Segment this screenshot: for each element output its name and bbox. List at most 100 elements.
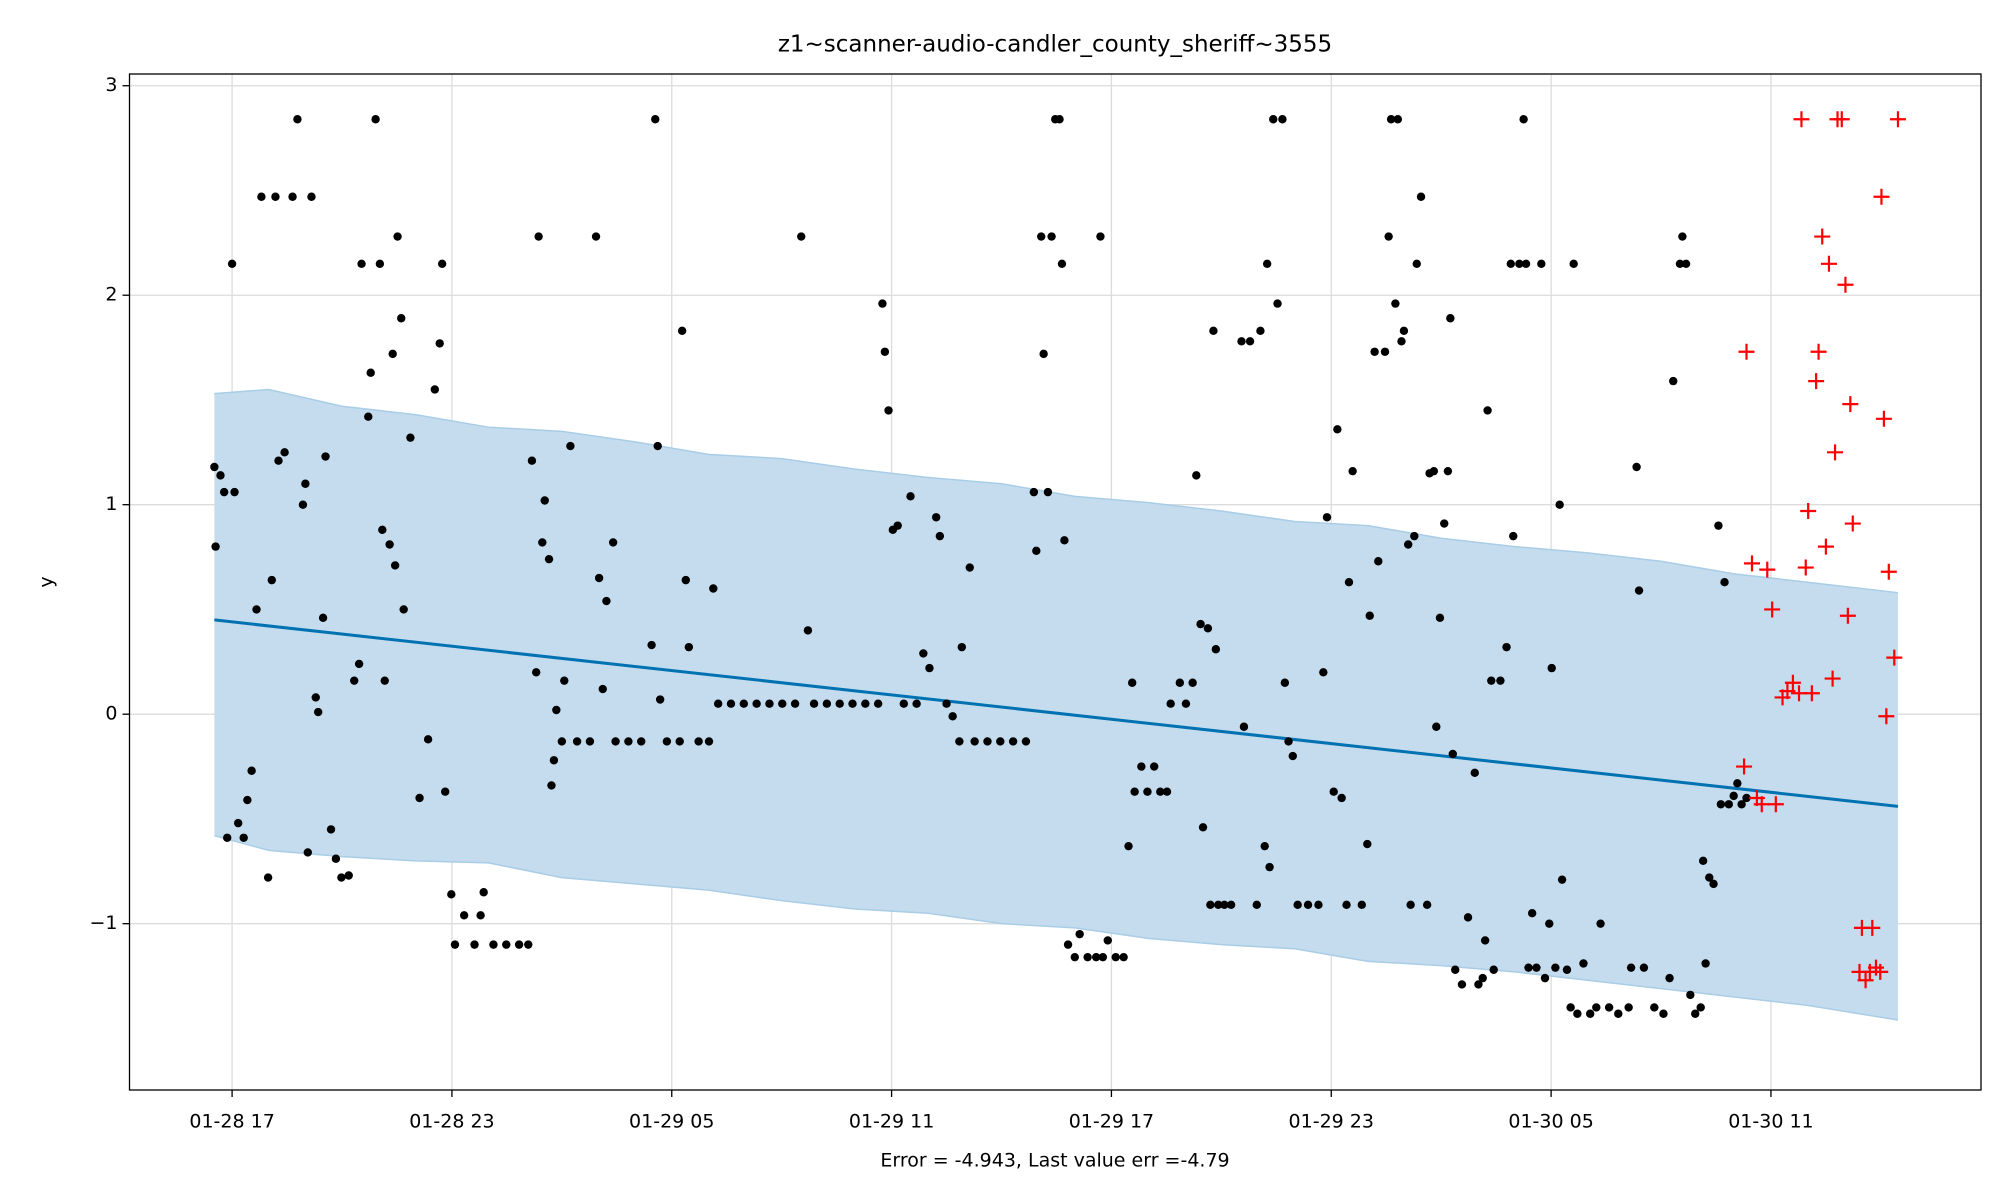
observed-point xyxy=(1256,326,1265,336)
observed-point xyxy=(1384,232,1393,241)
test-point xyxy=(1810,343,1827,360)
observed-point xyxy=(1329,787,1338,796)
observed-point xyxy=(1181,699,1191,708)
observed-point xyxy=(307,192,316,201)
observed-point xyxy=(1737,800,1746,809)
observed-point xyxy=(1551,963,1560,972)
observed-point xyxy=(1681,259,1691,268)
observed-point xyxy=(399,605,408,614)
observed-point xyxy=(1742,793,1751,803)
test-point xyxy=(1808,373,1825,390)
observed-point xyxy=(1162,787,1172,796)
observed-point xyxy=(1532,963,1541,972)
observed-point xyxy=(1709,879,1718,889)
observed-point xyxy=(765,699,774,708)
observed-point xyxy=(1406,900,1415,910)
observed-point xyxy=(1039,349,1048,359)
test-point xyxy=(1767,796,1784,813)
observed-point xyxy=(1280,678,1290,687)
observed-point xyxy=(390,561,400,570)
observed-point xyxy=(540,496,549,505)
observed-point xyxy=(1284,737,1293,746)
observed-point xyxy=(524,940,533,949)
observed-point xyxy=(1149,762,1159,771)
observed-point xyxy=(549,756,559,765)
x-tick-label: 01-29 05 xyxy=(629,1111,714,1133)
test-point xyxy=(1878,708,1895,725)
observed-point xyxy=(1070,952,1079,962)
frame-layer: −1 0 1 2 3 01-28 17 01-28 23 01-29 05 01-29 11 01… xyxy=(89,73,1982,1133)
test-point xyxy=(1797,559,1814,576)
observed-point xyxy=(479,888,488,897)
test-point xyxy=(1736,758,1753,775)
observed-point xyxy=(677,326,687,336)
observed-point xyxy=(1451,965,1460,974)
observed-point xyxy=(1319,668,1328,677)
test-point xyxy=(1779,683,1796,700)
observed-point xyxy=(797,232,806,241)
observed-point xyxy=(531,668,541,677)
observed-point xyxy=(965,563,974,572)
y-tick-label: 2 xyxy=(105,284,117,306)
observed-point xyxy=(552,705,561,715)
observed-point xyxy=(880,347,890,356)
test-point xyxy=(1820,255,1837,272)
observed-point xyxy=(1098,952,1108,962)
observed-point xyxy=(983,737,992,746)
observed-point xyxy=(1506,259,1515,268)
observed-point xyxy=(1569,259,1578,268)
x-tick-label: 01-30 05 xyxy=(1508,1111,1593,1133)
observed-point xyxy=(430,385,440,394)
y-tick-label: 3 xyxy=(105,74,117,96)
observed-point xyxy=(239,833,248,842)
observed-point xyxy=(303,848,313,857)
observed-point xyxy=(1348,466,1357,476)
chart-title: z1~scanner-audio-candler_county_sheriff~… xyxy=(778,32,1332,58)
test-point xyxy=(1873,188,1890,205)
x-tick-label: 01-30 11 xyxy=(1728,1111,1813,1133)
observed-point xyxy=(219,487,229,497)
test-point xyxy=(1800,502,1817,519)
observed-point xyxy=(1519,115,1528,124)
observed-point xyxy=(514,940,524,949)
observed-point xyxy=(1391,299,1400,308)
observed-point xyxy=(957,642,967,652)
observed-point xyxy=(380,676,389,685)
observed-point xyxy=(252,605,261,614)
observed-point xyxy=(752,699,761,708)
observed-point xyxy=(257,192,266,201)
observed-point xyxy=(1303,900,1313,910)
observed-point xyxy=(1440,519,1449,528)
observed-point xyxy=(1333,425,1342,434)
observed-point xyxy=(1639,963,1649,972)
observed-point xyxy=(1592,1003,1601,1012)
observed-point xyxy=(1698,856,1708,866)
observed-point xyxy=(848,699,857,708)
observed-point xyxy=(1293,900,1302,910)
observed-point xyxy=(447,890,456,899)
observed-point xyxy=(1557,875,1567,884)
observed-point xyxy=(1278,115,1287,124)
observed-point xyxy=(1496,676,1505,685)
observed-point xyxy=(611,737,620,746)
observed-point xyxy=(925,663,934,673)
observed-point xyxy=(809,699,819,708)
y-tick-label: 1 xyxy=(105,493,117,515)
observed-point xyxy=(1206,900,1215,910)
observed-point xyxy=(1374,557,1383,566)
x-tick-label: 01-29 11 xyxy=(849,1111,934,1133)
observed-point xyxy=(1192,471,1201,480)
observed-point xyxy=(1166,699,1175,708)
observed-point xyxy=(393,232,402,241)
observed-point xyxy=(476,911,485,920)
observed-point xyxy=(1239,722,1249,731)
observed-point xyxy=(1357,900,1366,910)
observed-point xyxy=(1527,908,1537,918)
observed-point xyxy=(1634,586,1644,595)
observed-point xyxy=(1060,536,1069,545)
observed-point xyxy=(835,699,844,708)
observed-point xyxy=(337,873,346,882)
observed-point xyxy=(955,737,964,746)
observed-point xyxy=(1198,823,1208,832)
